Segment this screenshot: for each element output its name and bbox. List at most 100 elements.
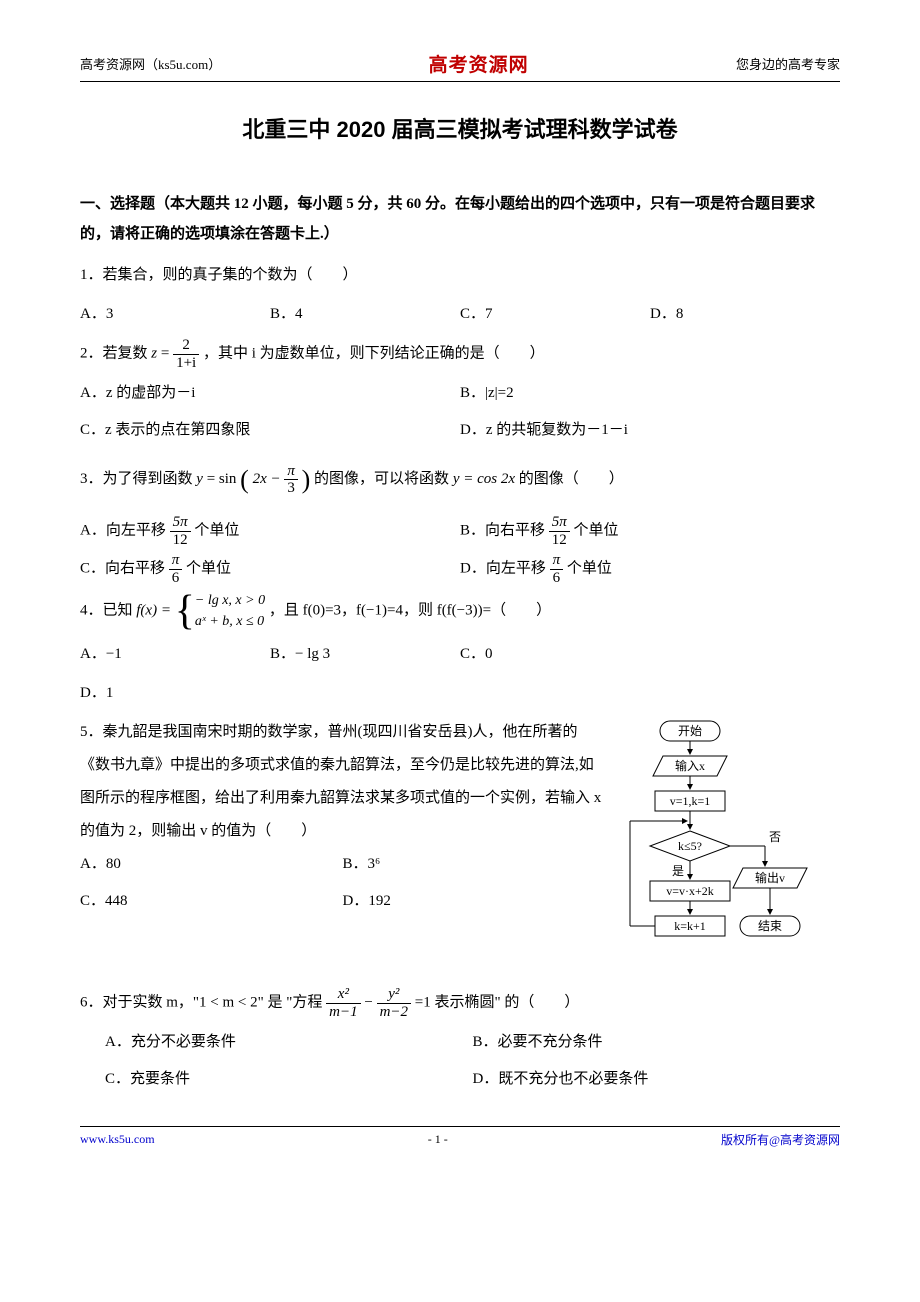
q2-frac-num: 2 bbox=[173, 337, 199, 355]
fc-inc: k=k+1 bbox=[674, 919, 706, 933]
q3-2x: 2x − bbox=[253, 471, 281, 487]
q6-t2-den: m−2 bbox=[377, 1004, 411, 1021]
q4-opt-a: A．−1 bbox=[80, 638, 270, 671]
q1-opt-a: A．3 bbox=[80, 298, 270, 331]
header-brand: 高考资源网 bbox=[429, 50, 529, 77]
q6-minus: − bbox=[364, 995, 376, 1011]
q2-opt-b: B．|z|=2 bbox=[460, 377, 840, 410]
q3-mid: 的图像，可以将函数 bbox=[314, 471, 453, 487]
q6-options-row2: C．充要条件 D．既不充分也不必要条件 bbox=[80, 1063, 840, 1096]
q3-c-post: 个单位 bbox=[186, 561, 231, 577]
question-3: 3．为了得到函数 y = sin ( 2x − π 3 ) 的图像，可以将函数 … bbox=[80, 451, 840, 508]
q5-opt-a: A．80 bbox=[80, 848, 343, 881]
q3-a-post: 个单位 bbox=[194, 523, 239, 539]
q4-pre: 4．已知 bbox=[80, 603, 136, 619]
section-header: 一、选择题（本大题共 12 小题，每小题 5 分，共 60 分。在每小题给出的四… bbox=[80, 189, 840, 249]
q4-mid: ，且 f(0)=3，f(−1)=4，则 f(f(−3))=（ ） bbox=[269, 603, 551, 619]
q5-text: 5．秦九韶是我国南宋时期的数学家，普州(现四川省安岳县)人，他在所著的《数书九章… bbox=[80, 716, 605, 848]
q3-a-num: 5π bbox=[170, 514, 191, 532]
q3-b-frac: 5π 12 bbox=[549, 514, 570, 548]
page-footer: www.ks5u.com - 1 - 版权所有@高考资源网 bbox=[80, 1126, 840, 1148]
q4-piecewise-body: − lg x, x > 0 aˣ + b, x ≤ 0 bbox=[195, 590, 265, 632]
q3-sin: = sin bbox=[207, 471, 237, 487]
q6-opt-b: B．必要不充分条件 bbox=[473, 1026, 841, 1059]
q1-opt-b: B．4 bbox=[270, 298, 460, 331]
footer-page-number: - 1 - bbox=[428, 1132, 448, 1147]
q2-opt-d: D．z 的共轭复数为－1－i bbox=[460, 414, 840, 447]
q6-options-row1: A．充分不必要条件 B．必要不充分条件 bbox=[80, 1026, 840, 1059]
q6-pre: 6．对于实数 m，"1 < m < 2" 是 "方程 bbox=[80, 995, 326, 1011]
q3-y: y bbox=[196, 471, 203, 487]
q2-fraction: 2 1+i bbox=[173, 337, 199, 371]
q2-z: z bbox=[151, 346, 157, 362]
q3-d-num: π bbox=[550, 552, 564, 570]
q3-lparen: ( bbox=[240, 465, 249, 494]
q3-d-den: 6 bbox=[550, 570, 564, 587]
q1-text: 1．若集合，则的真子集的个数为（ ） bbox=[80, 267, 358, 283]
q3-opt-d: D．向左平移 π 6 个单位 bbox=[460, 552, 840, 586]
fc-init: v=1,k=1 bbox=[670, 794, 711, 808]
q6-opt-c: C．充要条件 bbox=[105, 1063, 473, 1096]
q6-frac1: x² m−1 bbox=[326, 986, 360, 1020]
question-1: 1．若集合，则的真子集的个数为（ ） bbox=[80, 259, 840, 292]
q5-options-row1: A．80 B．3⁶ bbox=[80, 848, 605, 881]
fc-start: 开始 bbox=[678, 724, 702, 738]
q4-options-row1: A．−1 B．− lg 3 C．0 bbox=[80, 638, 840, 671]
footer-left: www.ks5u.com bbox=[80, 1132, 155, 1147]
q1-opt-c: C．7 bbox=[460, 298, 650, 331]
fc-cond: k≤5? bbox=[678, 839, 702, 853]
q4-spacer bbox=[650, 638, 840, 671]
question-5: 5．秦九韶是我国南宋时期的数学家，普州(现四川省安岳县)人，他在所著的《数书九章… bbox=[80, 716, 605, 922]
q3-b-num: 5π bbox=[549, 514, 570, 532]
q5-opt-b: B．3⁶ bbox=[343, 848, 606, 881]
question-5-wrapper: 5．秦九韶是我国南宋时期的数学家，普州(现四川省安岳县)人，他在所著的《数书九章… bbox=[80, 716, 840, 986]
q6-t1-num: x² bbox=[326, 986, 360, 1004]
fc-step: v=v·x+2k bbox=[666, 884, 714, 898]
fc-input: 输入x bbox=[675, 758, 705, 773]
q3-opt-b: B．向右平移 5π 12 个单位 bbox=[460, 514, 840, 548]
q6-frac2: y² m−2 bbox=[377, 986, 411, 1020]
fc-no: 否 bbox=[769, 830, 781, 844]
q3-inner-frac: π 3 bbox=[284, 463, 298, 497]
q1-options: A．3 B．4 C．7 D．8 bbox=[80, 298, 840, 331]
question-2: 2．若复数 z = 2 1+i ，其中 i 为虚数单位，则下列结论正确的是（ ） bbox=[80, 337, 840, 371]
q6-opt-d: D．既不充分也不必要条件 bbox=[473, 1063, 841, 1096]
q3-inner-den: 3 bbox=[284, 480, 298, 497]
q4-row2: aˣ + b, x ≤ 0 bbox=[195, 611, 265, 632]
q3-c-pre: C．向右平移 bbox=[80, 561, 165, 577]
q3-options-row1: A．向左平移 5π 12 个单位 B．向右平移 5π 12 个单位 bbox=[80, 514, 840, 548]
q3-c-frac: π 6 bbox=[169, 552, 183, 586]
q4-opt-d: D．1 bbox=[80, 677, 840, 710]
header-left: 高考资源网（ks5u.com） bbox=[80, 54, 221, 73]
q6-post: =1 表示椭圆" 的（ ） bbox=[415, 995, 580, 1011]
q3-inner-num: π bbox=[284, 463, 298, 481]
q3-d-frac: π 6 bbox=[550, 552, 564, 586]
q4-fx: f(x) = bbox=[136, 603, 174, 619]
q6-opt-a: A．充分不必要条件 bbox=[105, 1026, 473, 1059]
q3-b-pre: B．向右平移 bbox=[460, 523, 545, 539]
q3-d-pre: D．向左平移 bbox=[460, 561, 546, 577]
fc-output: 输出v bbox=[755, 870, 785, 885]
q4-opt-b: B．− lg 3 bbox=[270, 638, 460, 671]
q3-pre: 3．为了得到函数 bbox=[80, 471, 196, 487]
q2-equals: = bbox=[161, 346, 173, 362]
header-right: 您身边的高考专家 bbox=[736, 54, 840, 73]
q3-b-den: 12 bbox=[549, 532, 570, 549]
q2-pre: 2．若复数 bbox=[80, 345, 151, 361]
q3-cos: y = cos 2x bbox=[453, 471, 515, 487]
exam-title: 北重三中 2020 届高三模拟考试理科数学试卷 bbox=[80, 112, 840, 144]
q5-options-row2: C．448 D．192 bbox=[80, 885, 605, 918]
flowchart-svg: 开始 输入x v=1,k=1 k≤5? 是 否 bbox=[615, 716, 840, 981]
q6-t1-den: m−1 bbox=[326, 1004, 360, 1021]
q3-a-pre: A．向左平移 bbox=[80, 523, 166, 539]
q2-options-row1: A．z 的虚部为－i B．|z|=2 bbox=[80, 377, 840, 410]
q5-opt-d: D．192 bbox=[343, 885, 606, 918]
q4-opt-c: C．0 bbox=[460, 638, 650, 671]
q3-options-row2: C．向右平移 π 6 个单位 D．向左平移 π 6 个单位 bbox=[80, 552, 840, 586]
footer-right: 版权所有@高考资源网 bbox=[721, 1131, 840, 1148]
q4-row1: − lg x, x > 0 bbox=[195, 590, 265, 611]
page-header: 高考资源网（ks5u.com） 高考资源网 您身边的高考专家 bbox=[80, 50, 840, 82]
q1-opt-d: D．8 bbox=[650, 298, 840, 331]
document-page: 高考资源网（ks5u.com） 高考资源网 您身边的高考专家 北重三中 2020… bbox=[0, 0, 920, 1188]
q3-opt-a: A．向左平移 5π 12 个单位 bbox=[80, 514, 460, 548]
